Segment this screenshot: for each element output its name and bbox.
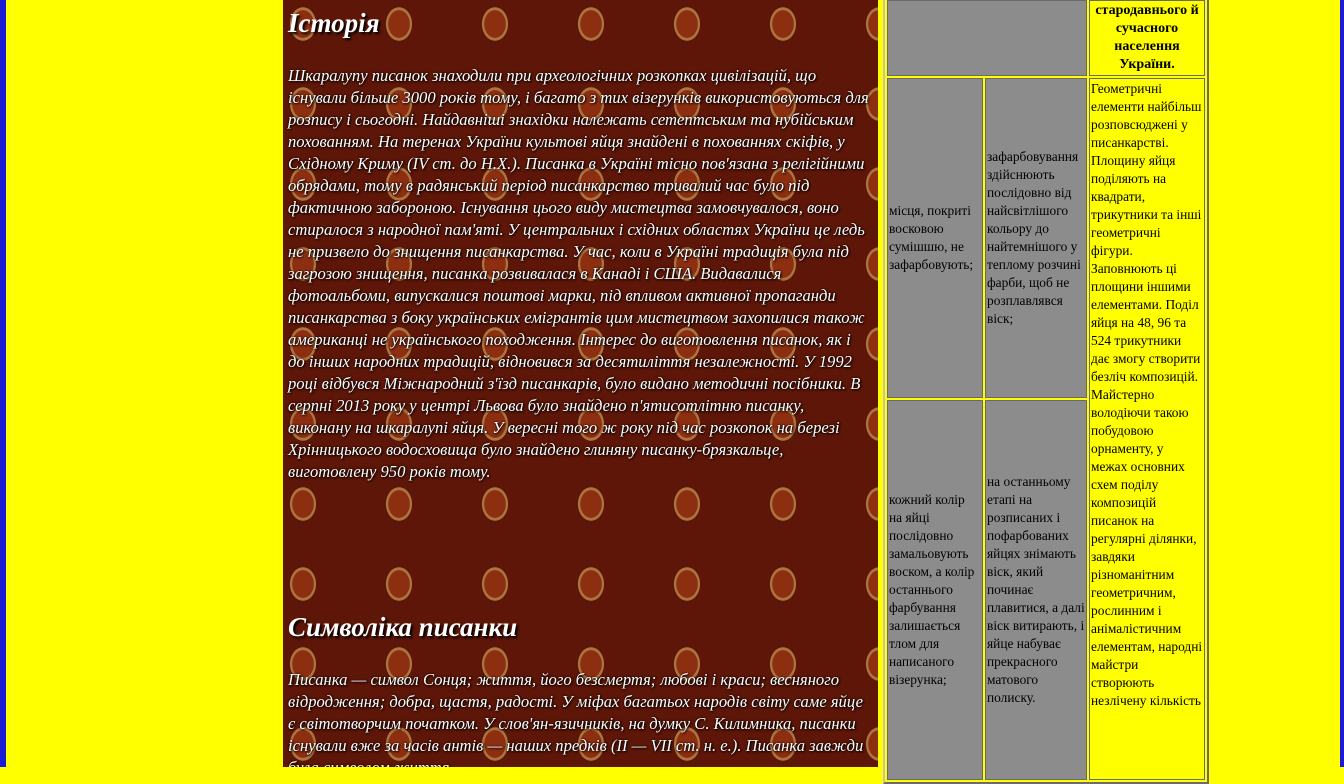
left-frame-edge (0, 0, 6, 767)
symbolism-paragraph: Писанка — символ Сонця; життя, його безс… (288, 669, 870, 767)
table-cell-step-dye: зафарбовування здійснюють послідовно від… (985, 78, 1087, 398)
history-paragraph: Шкаралупу писанок знаходили при археолог… (288, 65, 870, 483)
table-cell-step-colors: кожний колір на яйці послідовно замальов… (887, 400, 983, 780)
table-cell-geometry: Геометричні елементи найбільш розповсюдж… (1089, 78, 1205, 780)
table-cell-step-wax: місця, покриті восковою сумішшю, не зафа… (887, 78, 983, 398)
table-row: стародавнього й сучасного населення Укра… (887, 0, 1205, 76)
history-heading: Історія (288, 8, 380, 39)
pysanka-background-panel: Історія Шкаралупу писанок знаходили при … (283, 0, 878, 767)
right-frame-edge (1340, 0, 1344, 767)
symbolism-heading: Символіка писанки (288, 612, 517, 643)
table-cell-empty (887, 0, 1087, 76)
technique-table: стародавнього й сучасного населення Укра… (883, 0, 1209, 784)
table-cell-population: стародавнього й сучасного населення Укра… (1089, 0, 1205, 76)
panel-content: Історія Шкаралупу писанок знаходили при … (283, 0, 878, 767)
table-cell-step-remove-wax: на останньому етапі на розписаних і пофа… (985, 400, 1087, 780)
table-row: місця, покриті восковою сумішшю, не зафа… (887, 78, 1205, 398)
